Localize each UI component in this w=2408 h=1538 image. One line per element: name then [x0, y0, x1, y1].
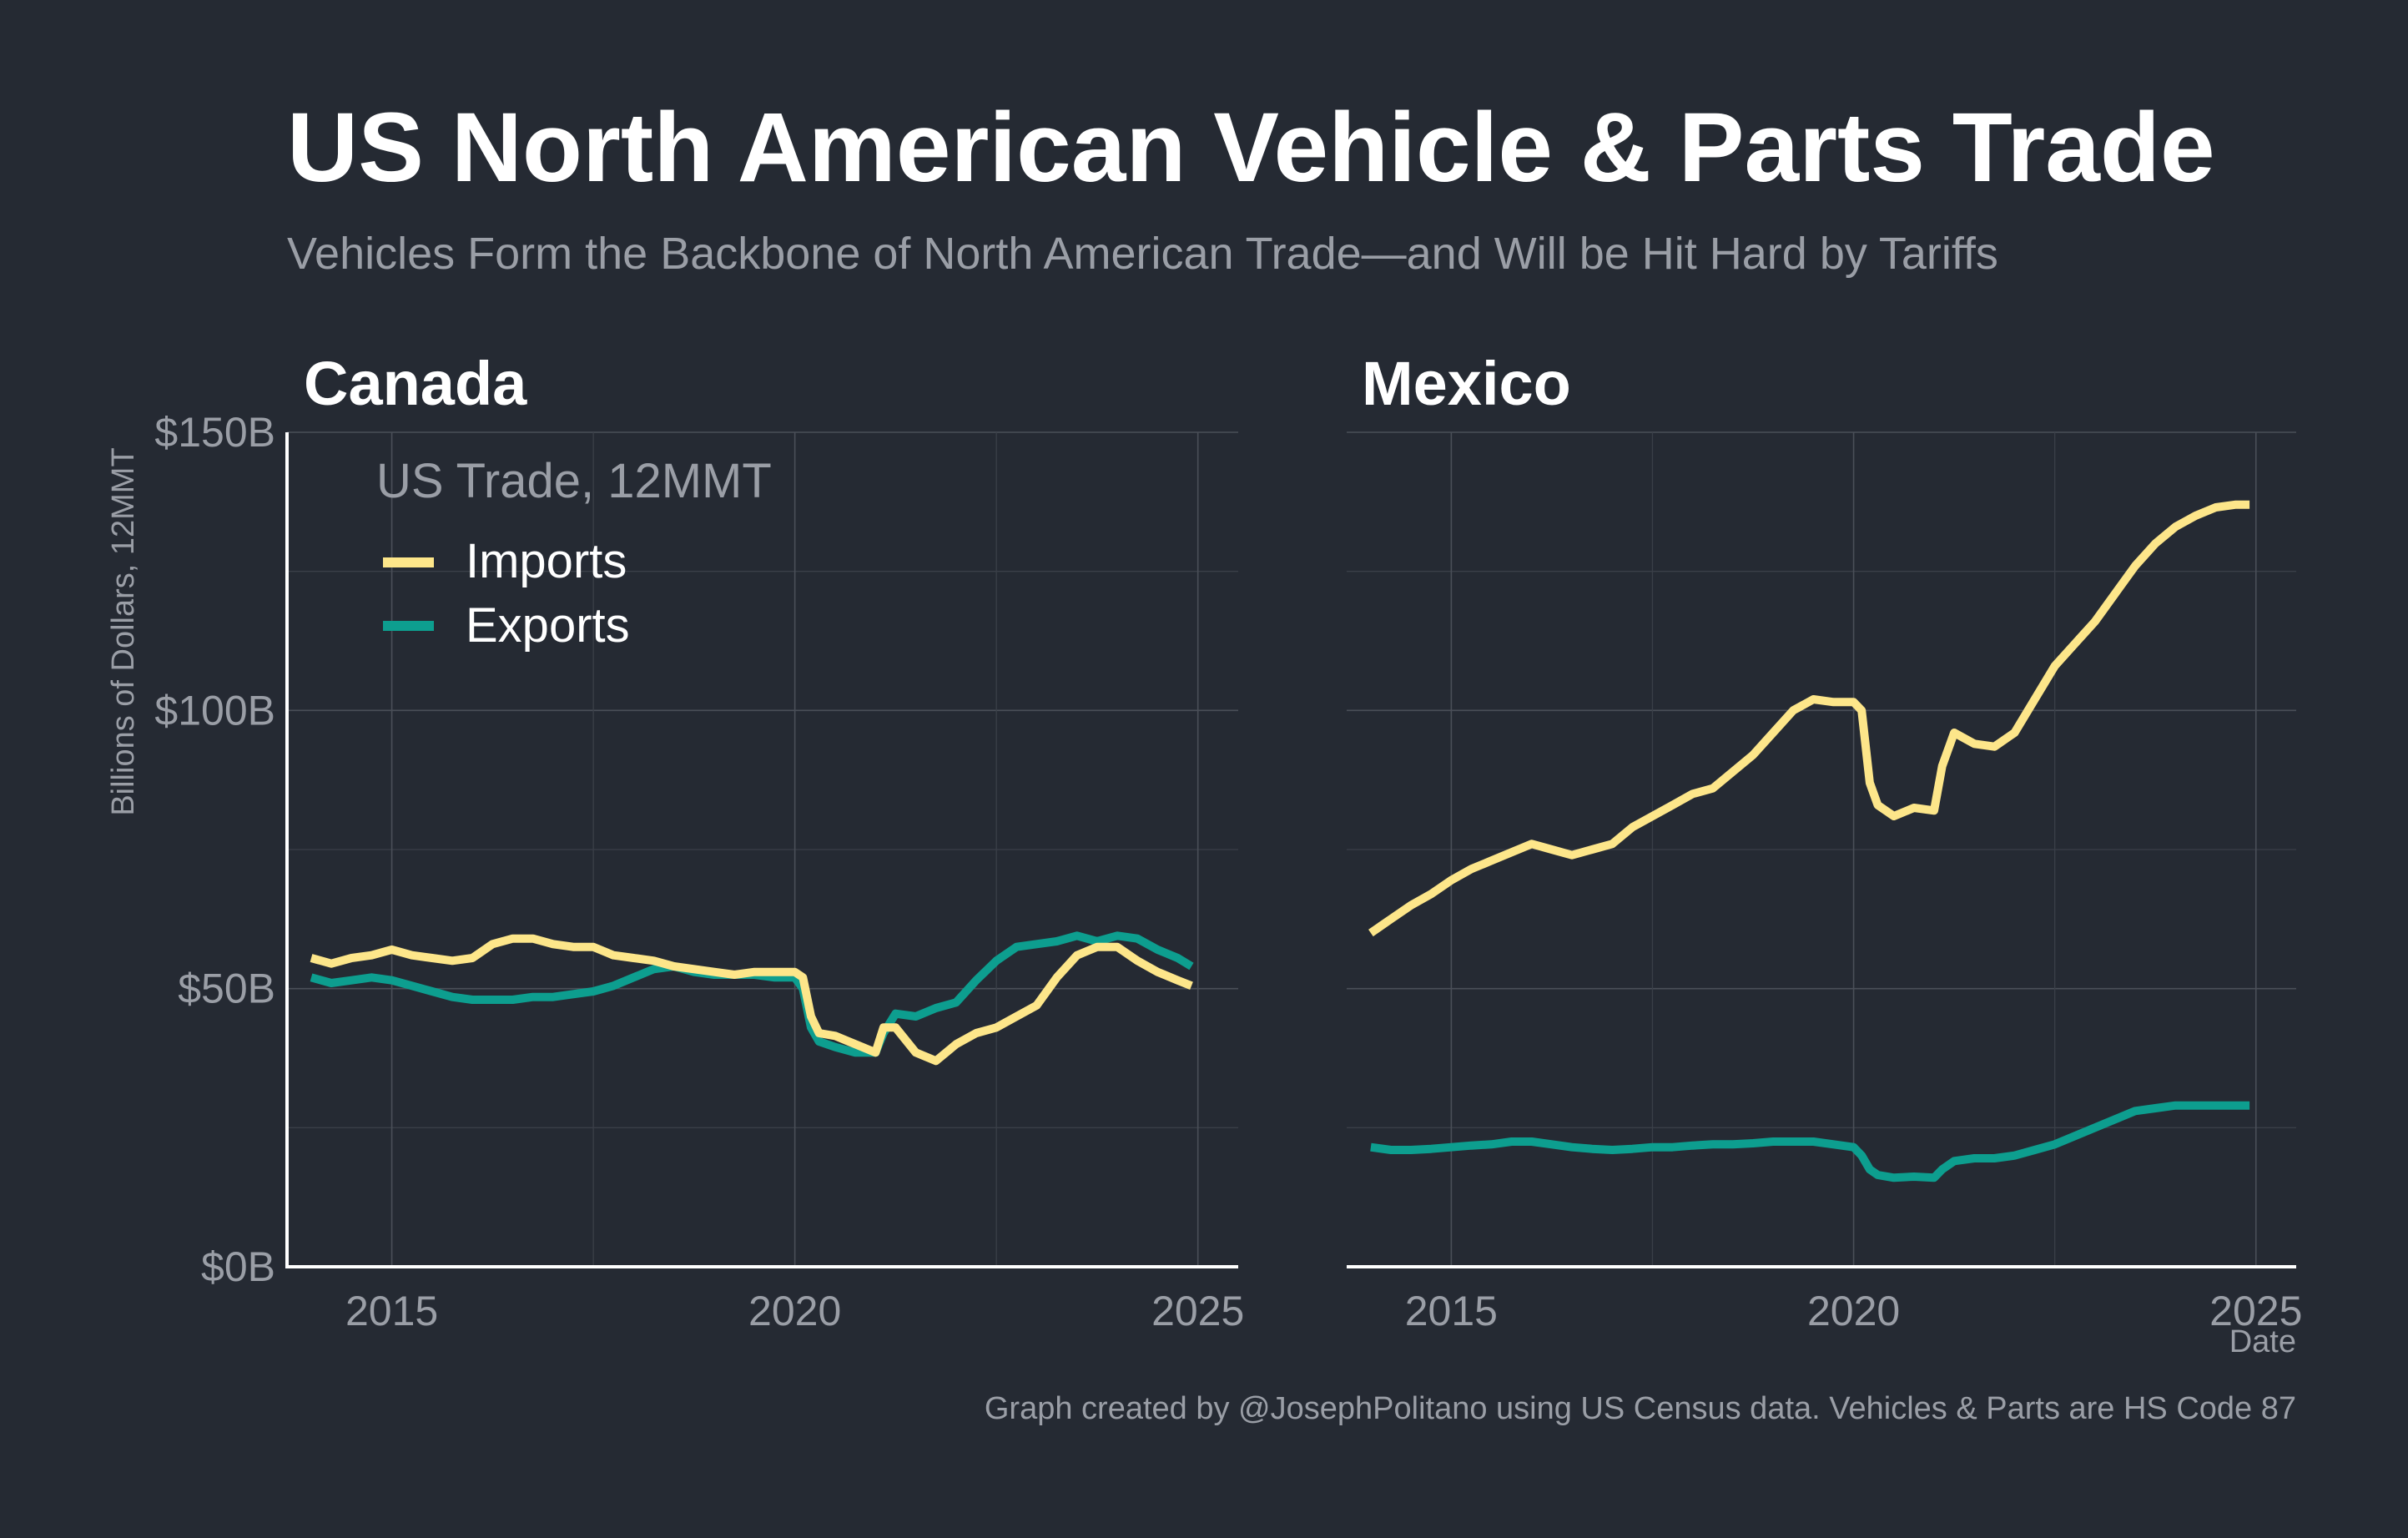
x-axis-ticks-canada: 2015 2020 2025 — [345, 1288, 1244, 1334]
x-axis-label: Date — [2229, 1324, 2296, 1359]
series-lines-canada — [310, 931, 1194, 1066]
legend: US Trade, 12MMT Imports Exports — [376, 454, 772, 653]
legend-title: US Trade, 12MMT — [376, 454, 772, 508]
legend-label-imports: Imports — [466, 534, 627, 588]
panel-title-canada: Canada — [304, 349, 527, 418]
x-tick-label: 2025 — [1151, 1288, 1244, 1334]
chart-subtitle: Vehicles Form the Backbone of North Amer… — [287, 229, 1998, 279]
series-line-exports — [1370, 1101, 2250, 1182]
x-axis-ticks-mexico: 2015 2020 2025 — [1405, 1288, 2303, 1334]
y-tick-label: $0B — [201, 1243, 275, 1290]
y-tick-label: $150B — [154, 409, 275, 456]
panel-title-mexico: Mexico — [1362, 349, 1571, 418]
legend-label-exports: Exports — [466, 598, 630, 653]
series-lines-mexico — [1368, 500, 2250, 1182]
x-tick-label: 2020 — [1807, 1288, 1900, 1334]
x-tick-label: 2020 — [748, 1288, 841, 1334]
panel-mexico: Mexico 2015 2020 2025 Date — [1347, 349, 2302, 1359]
panel-canada: Canada Billions of Dollars, 12MMT $0B $50… — [106, 349, 1244, 1334]
y-tick-label: $50B — [178, 966, 275, 1012]
chart-caption: Graph created by @JosephPolitano using U… — [985, 1391, 2296, 1426]
series-line-exports — [310, 931, 1194, 1057]
y-axis-ticks: $0B $50B $100B $150B — [154, 409, 275, 1290]
y-tick-label: $100B — [154, 687, 275, 734]
series-line-imports — [310, 934, 1193, 1066]
y-axis-label: Billions of Dollars, 12MMT — [106, 447, 141, 815]
x-tick-label: 2025 — [2209, 1288, 2302, 1334]
x-tick-label: 2015 — [1405, 1288, 1498, 1334]
chart-title: US North American Vehicle & Parts Trade — [287, 93, 2215, 203]
series-line-imports — [1368, 500, 2250, 937]
x-tick-label: 2015 — [345, 1288, 438, 1334]
